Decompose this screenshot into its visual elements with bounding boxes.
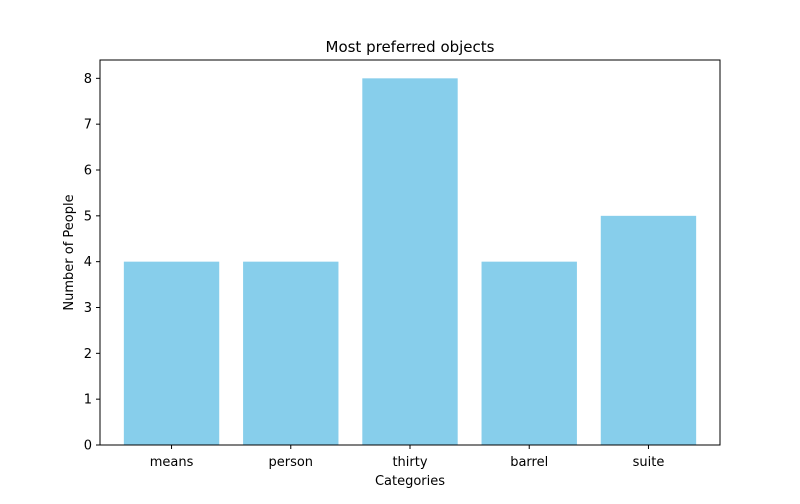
y-tick-label: 3 xyxy=(84,301,92,316)
y-tick-label: 0 xyxy=(84,439,92,454)
bars-group xyxy=(123,78,697,445)
y-tick-label: 1 xyxy=(84,393,92,408)
x-tick-label: thirty xyxy=(392,455,427,470)
x-tick-label: suite xyxy=(633,455,665,470)
y-tick-label: 6 xyxy=(84,164,92,179)
bar-thirty xyxy=(362,78,458,445)
bar-means xyxy=(123,261,220,445)
x-tick-label: barrel xyxy=(510,455,548,470)
bar-barrel xyxy=(481,261,577,445)
chart-title: Most preferred objects xyxy=(326,38,495,56)
y-tick-label: 7 xyxy=(84,118,92,133)
y-tick-label: 8 xyxy=(84,72,92,87)
y-tick-label: 5 xyxy=(84,209,92,224)
y-axis-ticks: 0 1 2 3 4 5 6 7 8 xyxy=(84,72,100,454)
bar-person xyxy=(243,261,339,445)
x-tick-label: person xyxy=(268,455,313,470)
y-tick-label: 2 xyxy=(84,347,92,362)
y-tick-label: 4 xyxy=(84,255,92,270)
x-axis-label: Categories xyxy=(375,474,445,489)
x-tick-label: means xyxy=(150,455,194,470)
bar-suite xyxy=(600,215,697,445)
x-axis-ticks: means person thirty barrel suite xyxy=(150,445,665,470)
y-axis-label: Number of People xyxy=(62,194,77,310)
plot-area-frame xyxy=(99,59,721,446)
